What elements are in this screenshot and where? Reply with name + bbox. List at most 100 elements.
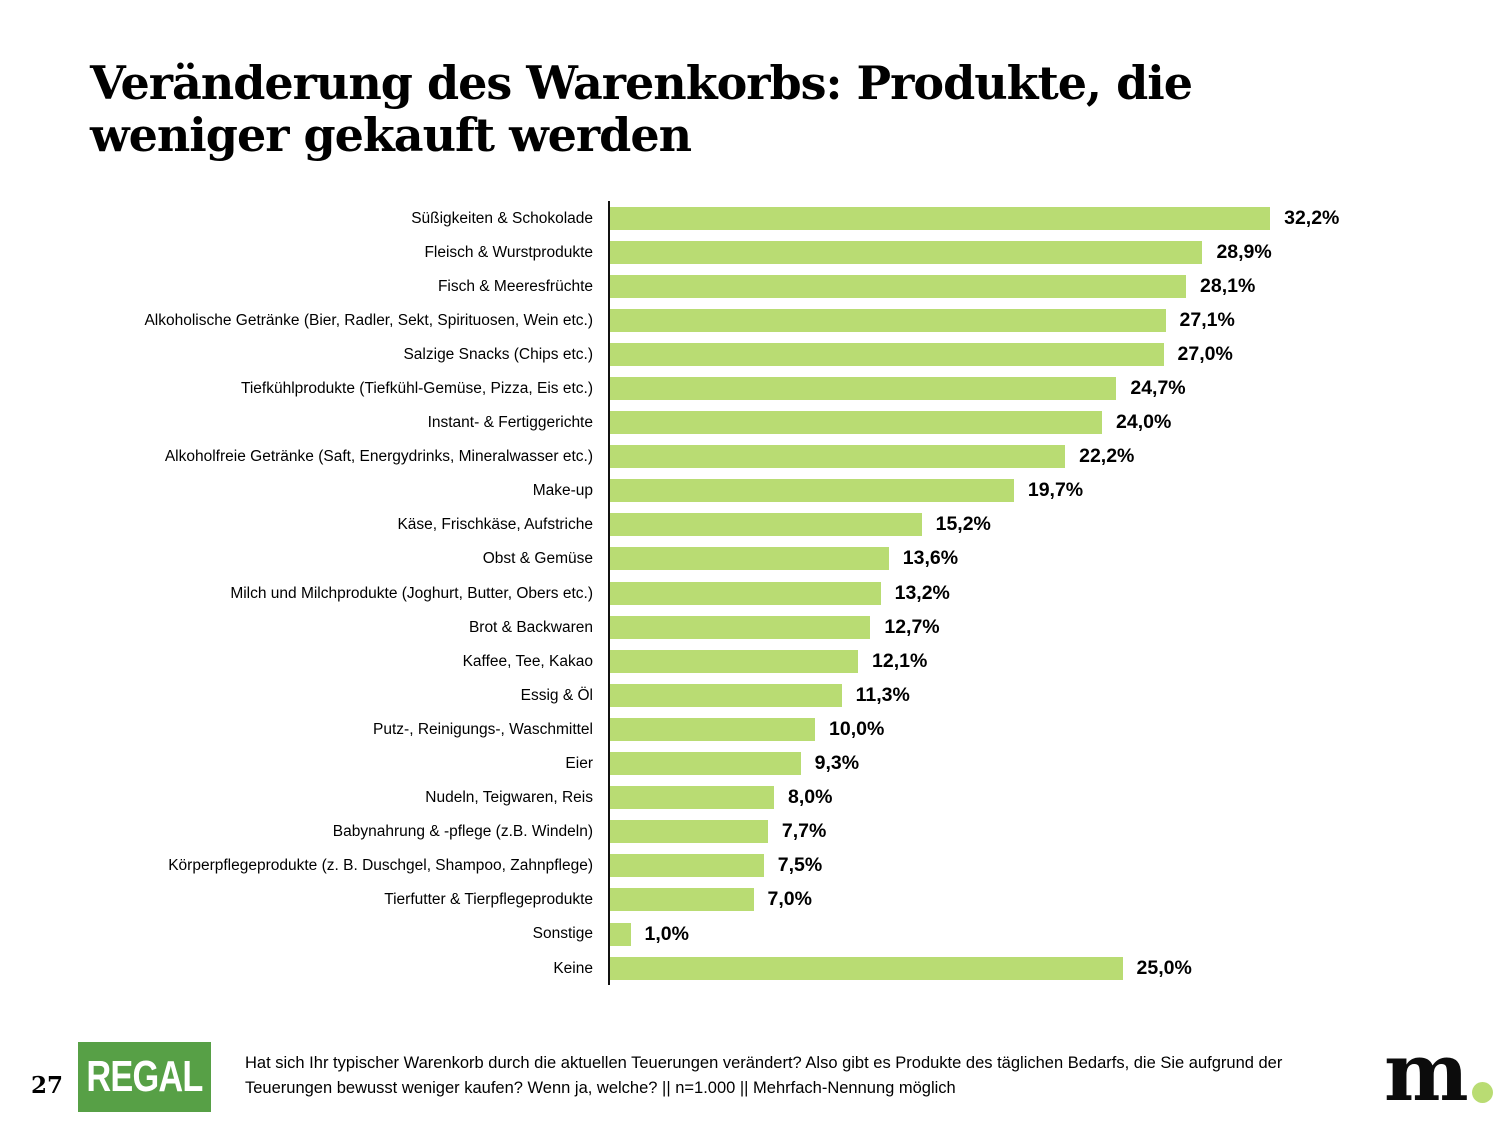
category-label: Fisch & Meeresfrüchte [437,277,593,295]
chart-row: Alkoholfreie Getränke (Saft, Energydrink… [0,439,1500,474]
bar-area: 24,0% [608,405,1172,440]
page-title: Veränderung des Warenkorbs: Produkte, di… [90,56,1193,162]
category-label: Milch und Milchprodukte (Joghurt, Butter… [230,584,593,602]
bar-area: 32,2% [608,201,1339,236]
bar-area: 1,0% [608,916,689,952]
value-label: 9,3% [814,752,860,775]
bar [610,445,1066,469]
bar [610,411,1102,435]
chart-row: Make-up 19,7% [0,473,1500,508]
category-label: Süßigkeiten & Schokolade [411,209,593,227]
value-label: 13,2% [894,581,950,604]
category-label: Fleisch & Wurstprodukte [424,243,593,261]
bar-area: 25,0% [608,951,1192,986]
chart-row: Fisch & Meeresfrüchte 28,1% [0,269,1500,304]
bar-area: 9,3% [608,746,860,781]
bar-area: 13,6% [608,541,959,577]
marketagent-logo: m [1384,1025,1493,1119]
chart-row: Süßigkeiten & Schokolade 32,2% [0,201,1500,236]
bar-area: 24,7% [608,371,1186,406]
bar [610,547,889,571]
chart-row: Milch und Milchprodukte (Joghurt, Butter… [0,576,1500,611]
bar [610,888,754,912]
bar-area: 7,7% [608,814,827,849]
chart-row: Keine 25,0% [0,951,1500,986]
m-letter: m [1384,1025,1469,1119]
bar-area: 12,1% [608,644,927,679]
category-label: Sonstige [532,925,593,943]
category-label: Tiefkühlprodukte (Tiefkühl-Gemüse, Pizza… [240,379,593,397]
bar-area: 27,1% [608,303,1235,338]
category-label: Make-up [532,482,593,500]
category-label: Käse, Frischkäse, Aufstriche [397,516,593,534]
bar-area: 10,0% [608,712,885,747]
category-label: Babynahrung & -pflege (z.B. Windeln) [332,823,593,841]
bar [610,854,764,878]
chart-row: Tiefkühlprodukte (Tiefkühl-Gemüse, Pizza… [0,371,1500,406]
category-label: Brot & Backwaren [468,618,593,636]
bar-area: 28,1% [608,269,1256,304]
value-label: 22,2% [1079,445,1135,468]
value-label: 27,1% [1179,308,1235,331]
bar [610,752,801,776]
category-label: Alkoholische Getränke (Bier, Radler, Sek… [144,311,593,329]
bar [610,615,871,639]
bar [610,717,815,741]
chart-row: Alkoholische Getränke (Bier, Radler, Sek… [0,303,1500,338]
value-label: 11,3% [855,683,910,706]
bar [610,479,1014,503]
bar-area: 19,7% [608,473,1084,508]
chart-row: Babynahrung & -pflege (z.B. Windeln) 7,7% [0,814,1500,849]
regal-logo: REGAL [78,1042,211,1112]
bar [610,820,768,844]
chart-row: Essig & Öl 11,3% [0,678,1500,713]
category-label: Körperpflegeprodukte (z. B. Duschgel, Sh… [168,857,593,875]
value-label: 13,6% [902,547,959,570]
bar-area: 22,2% [608,439,1135,474]
bar [610,581,881,605]
chart-row: Fleisch & Wurstprodukte 28,9% [0,235,1500,270]
bar [610,956,1123,980]
bar-area: 13,2% [608,576,950,611]
category-label: Salzige Snacks (Chips etc.) [403,345,593,363]
bar [610,240,1203,264]
bar [610,922,631,946]
value-label: 1,0% [644,922,689,945]
value-label: 27,0% [1177,342,1233,365]
chart-row: Instant- & Fertiggerichte 24,0% [0,405,1500,440]
value-label: 28,9% [1216,240,1272,263]
category-label: Obst & Gemüse [482,550,593,568]
category-label: Alkoholfreie Getränke (Saft, Energydrink… [164,448,593,466]
bar-area: 11,3% [608,678,910,713]
value-label: 10,0% [829,717,885,740]
value-label: 12,7% [884,615,940,638]
value-label: 7,7% [781,820,827,843]
value-label: 28,1% [1200,274,1256,297]
value-label: 25,0% [1136,956,1192,979]
value-label: 24,0% [1116,411,1172,434]
category-label: Essig & Öl [520,686,593,704]
page-number: 27 [31,1072,64,1099]
category-label: Putz-, Reinigungs-, Waschmittel [373,720,593,738]
bar-area: 7,5% [608,848,823,883]
category-label: Instant- & Fertiggerichte [427,414,593,432]
bar-chart: Süßigkeiten & Schokolade 32,2% Fleisch & W… [0,201,1500,986]
category-label: Eier [565,755,593,773]
bar [610,308,1166,332]
bar [610,683,842,707]
category-label: Kaffee, Tee, Kakao [462,652,593,670]
value-label: 7,5% [777,854,823,877]
chart-row: Körperpflegeprodukte (z. B. Duschgel, Sh… [0,848,1500,883]
bar-area: 27,0% [608,337,1233,372]
value-label: 24,7% [1130,377,1186,400]
bar [610,206,1271,230]
value-label: 7,0% [767,888,812,911]
value-label: 19,7% [1027,479,1084,502]
bar [610,274,1187,298]
chart-row: Sonstige 1,0% [0,916,1500,952]
chart-row: Obst & Gemüse 13,6% [0,541,1500,577]
bar-area: 12,7% [608,610,940,645]
value-label: 15,2% [935,513,991,536]
category-label: Nudeln, Teigwaren, Reis [425,789,593,807]
chart-row: Käse, Frischkäse, Aufstriche 15,2% [0,507,1500,542]
